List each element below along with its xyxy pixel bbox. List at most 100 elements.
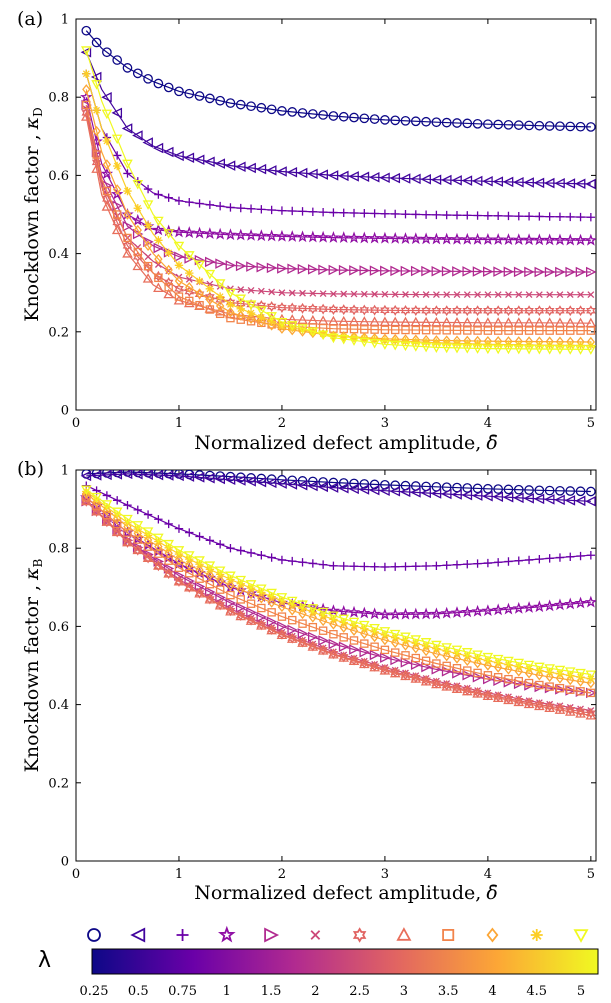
data-point-1 [316, 230, 330, 243]
data-point-0.25 [91, 37, 102, 48]
data-point-4 [236, 584, 245, 595]
data-point-3.5 [421, 325, 431, 335]
data-point-3 [389, 316, 401, 327]
data-point-4 [205, 569, 215, 581]
data-point-1 [399, 232, 412, 244]
data-point-3.5 [566, 326, 575, 335]
data-point-3 [338, 652, 350, 662]
data-point-2.5 [266, 301, 277, 313]
data-point-3 [431, 678, 442, 689]
data-point-1 [80, 90, 93, 103]
data-point-4 [133, 224, 142, 236]
data-point-1.5 [122, 220, 134, 232]
data-point-2.5 [431, 305, 442, 317]
series-line-1.5 [85, 500, 591, 694]
data-point-5 [111, 507, 123, 518]
series-markers-1.5 [81, 99, 596, 278]
data-point-0.5 [338, 170, 349, 182]
data-point-1.5 [452, 266, 463, 277]
data-point-1 [502, 602, 515, 615]
data-point-3 [183, 297, 195, 308]
data-point-3 [379, 316, 391, 327]
data-point-3.5 [380, 325, 390, 335]
data-point-1 [461, 232, 474, 245]
data-point-3.5 [205, 305, 215, 314]
data-point-0.5 [276, 166, 287, 177]
data-point-4 [432, 648, 441, 660]
data-point-4.5 [257, 313, 266, 322]
data-point-5 [369, 338, 380, 349]
data-point-4.5 [411, 337, 421, 347]
data-point-3 [317, 645, 329, 655]
data-point-0.25 [400, 115, 411, 126]
data-point-1.5 [318, 635, 329, 646]
data-point-0.75 [545, 554, 554, 563]
y-axis-label-subscript: D [31, 107, 45, 117]
data-point-5 [389, 629, 401, 640]
data-point-0.5 [132, 470, 143, 480]
data-point-1.5 [153, 242, 165, 254]
data-point-4 [154, 253, 163, 265]
data-point-2 [515, 291, 523, 299]
data-point-4.5 [288, 323, 297, 333]
data-point-0.25 [503, 484, 514, 495]
data-point-0.5 [389, 172, 401, 184]
data-point-3 [420, 675, 432, 686]
x-tick-label: 1 [175, 416, 183, 431]
data-point-2 [268, 288, 276, 296]
data-point-3.5 [123, 233, 132, 243]
panel-label: (a) [17, 8, 43, 30]
data-point-5 [472, 344, 483, 354]
data-point-1 [471, 232, 484, 245]
data-point-3 [276, 629, 288, 640]
legend-marker-2.5 [352, 927, 367, 943]
data-point-1 [316, 602, 330, 615]
data-point-3.5 [452, 326, 462, 335]
data-point-0.25 [174, 86, 184, 97]
data-point-1.5 [544, 266, 556, 278]
data-point-5 [204, 561, 216, 571]
data-point-3 [359, 658, 370, 669]
data-point-3 [173, 575, 185, 586]
data-point-4 [123, 209, 132, 220]
data-point-3.5 [226, 313, 235, 323]
data-point-1 [440, 606, 453, 619]
data-point-3 [245, 615, 257, 625]
data-point-0.75 [308, 559, 318, 568]
data-point-0.75 [339, 561, 348, 571]
x-axis-label: Normalized defect amplitude, δ̄ [194, 432, 498, 454]
data-point-0.5 [513, 176, 524, 188]
data-point-0.75 [226, 544, 235, 553]
data-point-0.25 [184, 88, 195, 99]
data-point-5 [173, 546, 185, 556]
series-markers-5 [80, 46, 596, 355]
data-point-1.5 [380, 265, 391, 277]
data-point-1 [419, 232, 433, 245]
data-point-0.5 [492, 491, 504, 502]
y-tick-label: 0.6 [48, 169, 69, 184]
data-point-0.75 [143, 510, 153, 519]
data-point-0.5 [533, 177, 545, 189]
data-point-2 [360, 290, 368, 298]
data-point-5 [256, 306, 267, 316]
data-point-4 [483, 660, 493, 671]
data-point-0.5 [183, 471, 195, 482]
data-point-1 [286, 230, 299, 242]
data-point-4 [308, 612, 318, 623]
data-point-2 [381, 290, 389, 298]
data-point-2.5 [503, 305, 514, 317]
data-point-3 [472, 317, 483, 327]
data-point-0.75 [318, 207, 328, 217]
data-point-2.5 [586, 305, 596, 317]
data-point-0.25 [565, 486, 576, 496]
data-point-0.25 [338, 478, 349, 488]
data-point-3 [523, 317, 535, 327]
series-markers-5 [80, 485, 596, 681]
data-point-1.5 [472, 671, 484, 683]
data-point-2.5 [472, 305, 483, 317]
data-point-0.25 [513, 484, 524, 495]
data-point-4.5 [473, 339, 482, 349]
data-point-0.25 [297, 108, 308, 118]
data-point-0.75 [308, 207, 318, 216]
data-point-0.25 [493, 119, 504, 130]
